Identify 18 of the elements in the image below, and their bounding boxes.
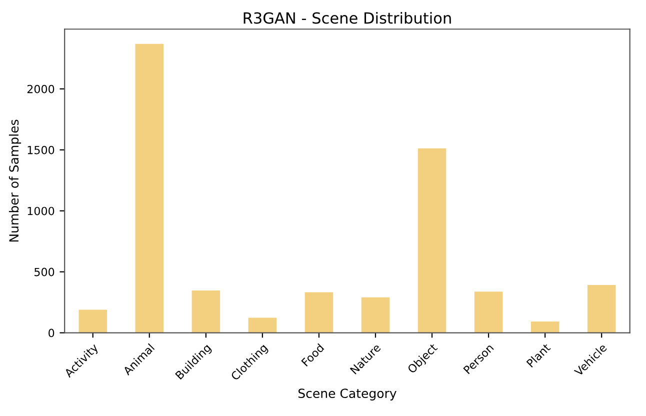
bar xyxy=(135,44,164,333)
y-axis-title: Number of Samples xyxy=(8,120,22,242)
bar xyxy=(418,148,446,333)
bar xyxy=(361,297,390,333)
y-tick-label: 500 xyxy=(34,268,54,276)
bar xyxy=(304,292,334,333)
bar xyxy=(192,290,220,333)
bar xyxy=(248,318,277,333)
y-tick-label: 0 xyxy=(48,328,54,338)
x-axis-title: Scene Category xyxy=(298,388,396,400)
bar xyxy=(78,310,107,333)
y-tick-label: 1000 xyxy=(28,206,54,216)
bar xyxy=(587,284,616,333)
y-tick-label: 1500 xyxy=(28,146,54,154)
y-tick-label: 2000 xyxy=(27,84,54,94)
bar xyxy=(474,292,503,333)
chart-title: R3GAN - Scene Distribution xyxy=(244,12,451,24)
bar xyxy=(530,321,560,333)
